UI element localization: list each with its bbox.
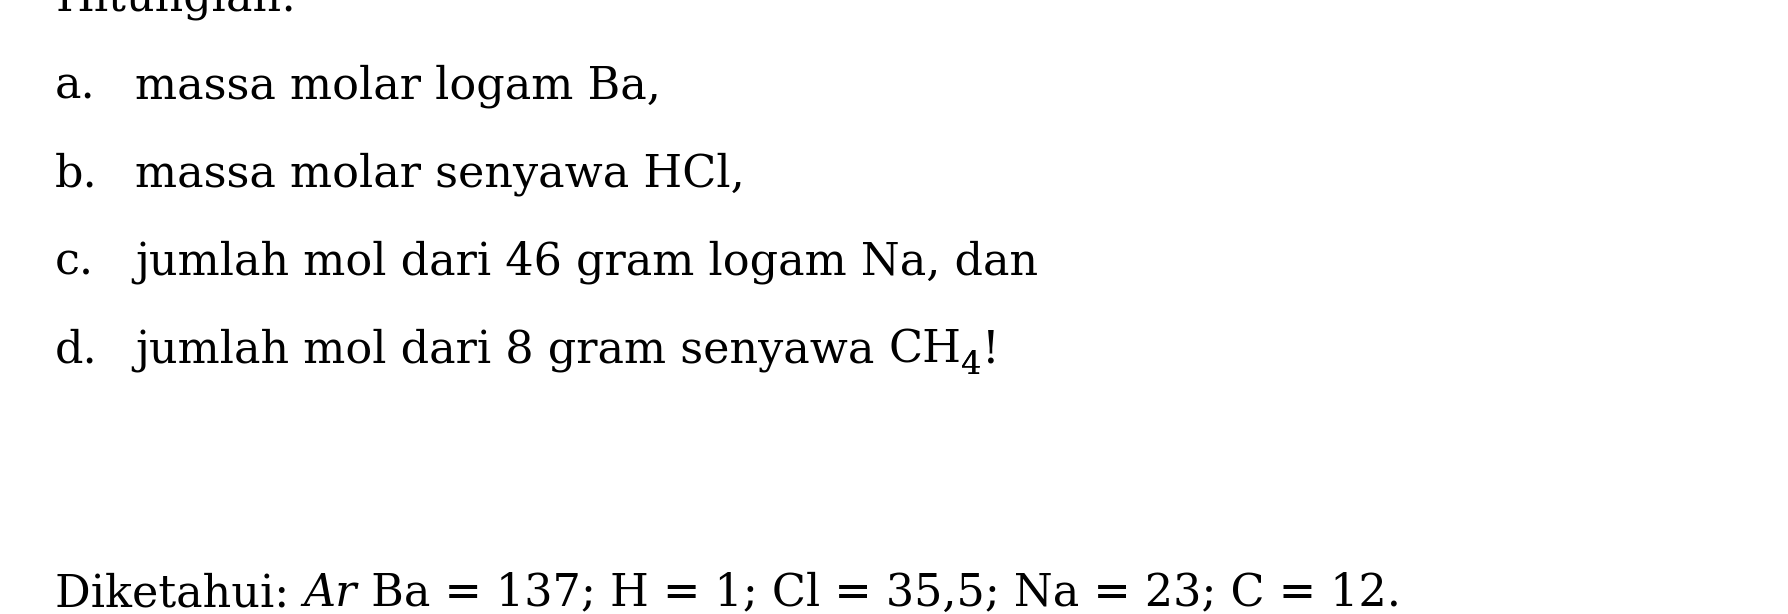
- Text: d.: d.: [55, 328, 98, 371]
- Text: !: !: [982, 328, 999, 371]
- Text: 4: 4: [962, 350, 982, 381]
- Text: Diketahui:: Diketahui:: [55, 572, 304, 614]
- Text: b.: b.: [55, 152, 98, 195]
- Text: massa molar senyawa HCl,: massa molar senyawa HCl,: [136, 152, 746, 196]
- Text: Hitunglah:: Hitunglah:: [55, 0, 297, 20]
- Text: Ba = 137; H = 1; Cl = 35,5; Na = 23; C = 12.: Ba = 137; H = 1; Cl = 35,5; Na = 23; C =…: [358, 572, 1400, 614]
- Text: jumlah mol dari 8 gram senyawa: jumlah mol dari 8 gram senyawa: [136, 328, 889, 371]
- Text: a.: a.: [55, 64, 95, 107]
- Text: jumlah mol dari 46 gram logam Na, dan: jumlah mol dari 46 gram logam Na, dan: [136, 240, 1039, 284]
- Text: massa molar logam Ba,: massa molar logam Ba,: [136, 64, 662, 107]
- Text: c.: c.: [55, 240, 95, 283]
- Text: 4: 4: [962, 350, 982, 381]
- Text: CH: CH: [889, 328, 962, 371]
- Text: Ar: Ar: [304, 572, 358, 614]
